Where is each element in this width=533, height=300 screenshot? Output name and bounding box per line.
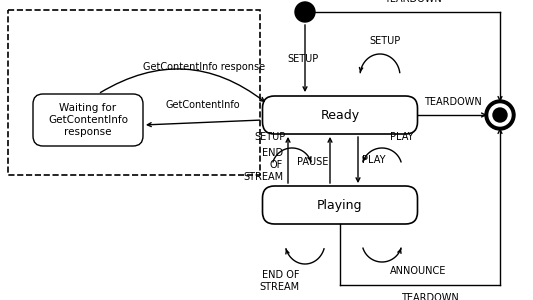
Text: PLAY: PLAY <box>362 155 385 165</box>
Text: GetContentInfo: GetContentInfo <box>165 100 240 110</box>
Circle shape <box>489 104 511 126</box>
FancyBboxPatch shape <box>33 94 143 146</box>
FancyBboxPatch shape <box>262 186 417 224</box>
Text: PAUSE: PAUSE <box>297 157 328 167</box>
Circle shape <box>493 108 507 122</box>
Text: Playing: Playing <box>317 199 363 212</box>
Circle shape <box>295 2 315 22</box>
Text: PLAY: PLAY <box>390 132 414 142</box>
Text: TEARDOWN: TEARDOWN <box>424 97 482 107</box>
Bar <box>8 10 260 175</box>
Text: TEARDOWN: TEARDOWN <box>384 0 441 4</box>
Text: SETUP: SETUP <box>255 132 286 142</box>
Circle shape <box>485 100 515 130</box>
Text: TEARDOWN: TEARDOWN <box>401 293 459 300</box>
Text: Waiting for
GetContentInfo
response: Waiting for GetContentInfo response <box>48 103 128 136</box>
Text: ANNOUNCE: ANNOUNCE <box>390 266 446 276</box>
Text: Ready: Ready <box>320 109 360 122</box>
FancyBboxPatch shape <box>262 96 417 134</box>
Text: END
OF
STREAM: END OF STREAM <box>243 148 283 182</box>
Text: GetContentInfo response: GetContentInfo response <box>143 62 265 72</box>
Text: SETUP: SETUP <box>287 54 318 64</box>
Text: END OF
STREAM: END OF STREAM <box>259 270 299 292</box>
Text: SETUP: SETUP <box>369 36 401 46</box>
